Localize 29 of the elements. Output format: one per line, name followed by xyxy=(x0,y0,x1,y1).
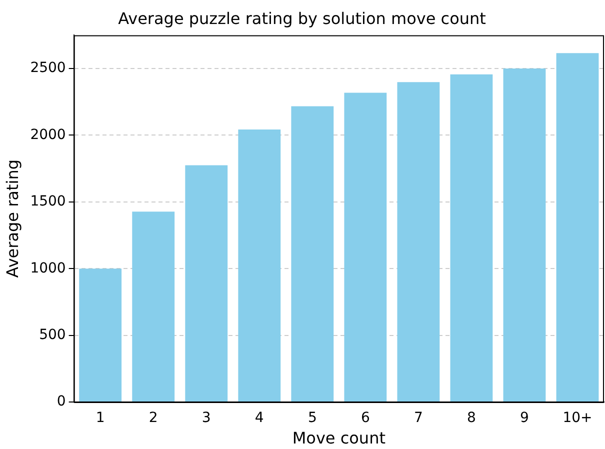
bar xyxy=(291,106,334,402)
bar xyxy=(185,165,228,402)
bar xyxy=(344,92,387,402)
x-tick-label: 5 xyxy=(308,410,317,426)
x-tick-label: 9 xyxy=(520,410,529,426)
y-tick-label: 1000 xyxy=(30,260,66,276)
bar xyxy=(503,68,546,402)
bar xyxy=(397,82,440,402)
bar xyxy=(238,130,281,402)
bar xyxy=(450,74,493,402)
x-tick-label: 6 xyxy=(360,410,370,426)
bar xyxy=(79,268,122,402)
y-tick-label: 1500 xyxy=(30,194,66,210)
x-tick-label: 10+ xyxy=(562,410,592,426)
x-tick-label: 4 xyxy=(254,410,264,426)
bar xyxy=(132,212,175,402)
x-tick-label: 3 xyxy=(202,410,211,426)
chart-title: Average puzzle rating by solution move count xyxy=(118,8,486,28)
x-tick-label: 7 xyxy=(414,410,423,426)
y-tick-label: 500 xyxy=(39,326,66,343)
y-tick-label: 2500 xyxy=(30,60,66,76)
y-axis-title: Average rating xyxy=(2,160,22,278)
x-tick-label: 1 xyxy=(96,410,105,426)
x-tick-label: 2 xyxy=(148,410,158,426)
bar xyxy=(556,53,599,402)
y-tick-label: 0 xyxy=(56,394,66,410)
x-axis-title: Move count xyxy=(292,428,386,448)
x-tick-label: 8 xyxy=(466,410,476,426)
y-tick-label: 2000 xyxy=(30,126,66,143)
